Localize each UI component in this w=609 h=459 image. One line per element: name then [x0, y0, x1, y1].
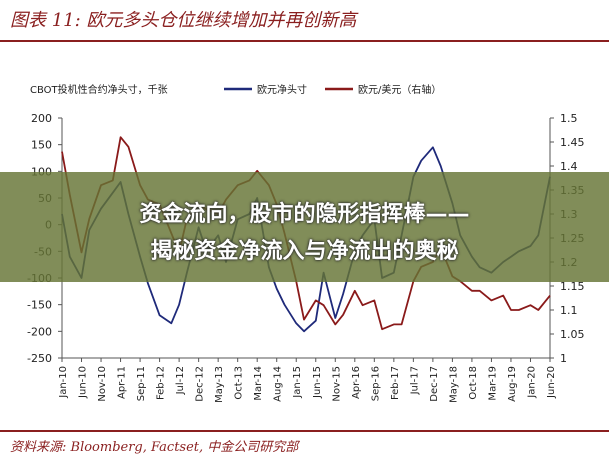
x-tick-label: Nov-15 — [331, 366, 342, 402]
x-tick-label: Apr-11 — [117, 366, 128, 399]
left-tick-label: 150 — [31, 139, 52, 152]
left-tick-label: 200 — [31, 112, 52, 125]
source-note: 资料来源: Bloomberg, Factset, 中金公司研究部 — [10, 440, 299, 455]
legend-label-2: 欧元/美元（右轴） — [358, 83, 441, 96]
x-tick-label: Aug-14 — [273, 366, 284, 402]
x-tick-label: Apr-16 — [351, 366, 362, 399]
x-tick-label: Feb-12 — [156, 366, 167, 400]
x-tick-label: Jan-15 — [292, 366, 303, 399]
x-tick-label: Jun-15 — [312, 366, 323, 399]
left-tick-label: -250 — [27, 352, 52, 365]
overlay-headline-line-2: 揭秘资金净流入与净流出的奥秘 — [150, 239, 459, 264]
x-tick-label: Jul-12 — [175, 366, 186, 395]
footer-rule — [0, 430, 609, 432]
x-tick-label: Sep-16 — [370, 366, 381, 401]
overlay-headline-line-1: 资金流向，股市的隐形指挥棒—— — [139, 202, 470, 227]
header-band — [0, 0, 609, 36]
x-tick-label: Mar-14 — [253, 366, 264, 401]
right-tick-label: 1.5 — [560, 112, 578, 125]
x-tick-label: Jan-20 — [526, 366, 537, 399]
x-tick-label: Sep-11 — [136, 366, 147, 401]
x-tick-label: Jun-10 — [78, 366, 89, 399]
x-tick-label: Dec-17 — [429, 366, 440, 402]
x-tick-label: Jun-20 — [546, 366, 557, 399]
right-tick-label: 1.15 — [560, 280, 585, 293]
overlay-banner — [0, 172, 609, 282]
x-tick-label: Aug-19 — [507, 366, 518, 402]
x-tick-label: May-13 — [214, 366, 225, 403]
figure-title: 图表 11: 欧元多头仓位继续增加并再创新高 — [10, 10, 357, 31]
left-tick-label: -200 — [27, 325, 52, 338]
right-tick-label: 1.45 — [560, 136, 585, 149]
left-axis-label: CBOT投机性合约净头寸，千张 — [30, 83, 168, 96]
x-tick-label: Nov-10 — [97, 366, 108, 402]
x-tick-label: Oct-18 — [468, 366, 479, 400]
x-tick-label: Jan-10 — [58, 366, 69, 399]
title-rule — [0, 40, 609, 42]
right-tick-label: 1.05 — [560, 328, 585, 341]
x-tick-label: Mar-19 — [487, 366, 498, 401]
x-tick-label: May-18 — [448, 366, 459, 403]
right-tick-label: 1.1 — [560, 304, 578, 317]
right-tick-label: 1 — [560, 352, 567, 365]
x-tick-label: Dec-12 — [195, 366, 206, 402]
right-tick-label: 1.4 — [560, 160, 578, 173]
x-tick-label: Feb-17 — [390, 366, 401, 400]
left-tick-label: -150 — [27, 299, 52, 312]
x-tick-label: Jul-17 — [409, 366, 420, 395]
legend-label-1: 欧元净头寸 — [257, 83, 307, 96]
x-tick-label: Oct-13 — [234, 366, 245, 400]
